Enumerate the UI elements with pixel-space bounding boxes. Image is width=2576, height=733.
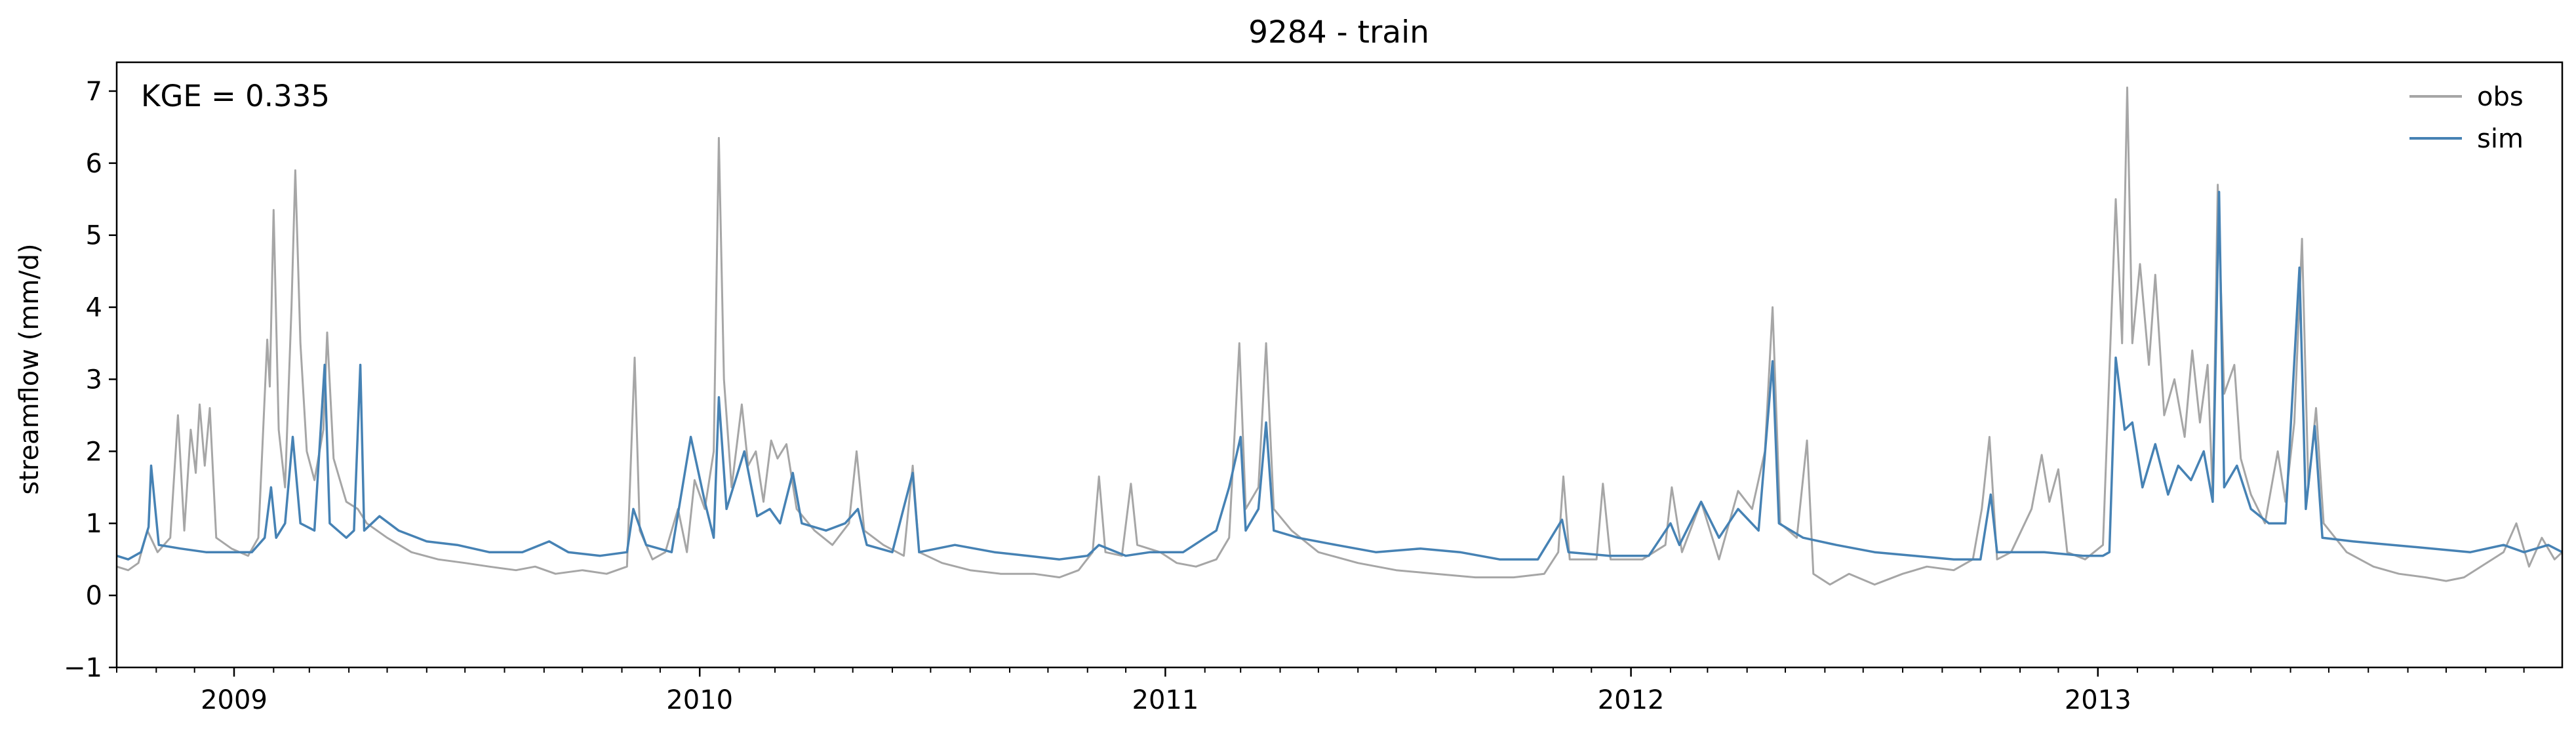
x-tick-label: 2013 [2065, 685, 2131, 715]
y-tick-label: 3 [86, 365, 102, 395]
y-axis-label: streamflow (mm/d) [14, 243, 45, 494]
legend-sim-label: sim [2477, 124, 2524, 154]
x-tick-label: 2009 [201, 685, 268, 715]
x-tick-label: 2011 [1132, 685, 1199, 715]
y-tick-label: 4 [86, 293, 102, 323]
x-axis-ticks: 2009 2010 2011 2012 2013 [116, 667, 2525, 715]
kge-annotation: KGE = 0.335 [141, 79, 330, 113]
series-line-sim [116, 191, 2563, 561]
series-layer [116, 87, 2564, 586]
y-axis-ticks: −1 0 1 2 3 4 5 6 7 [64, 77, 117, 683]
x-tick-label: 2012 [1598, 685, 1665, 715]
axes-frame [115, 61, 2564, 669]
legend-obs-label: obs [2477, 82, 2524, 112]
y-tick-label: −1 [64, 653, 102, 683]
plot-area [116, 87, 2564, 586]
y-tick-label: 1 [86, 509, 102, 539]
y-tick-label: 7 [86, 77, 102, 107]
series-line-obs [116, 87, 2564, 586]
y-tick-label: 6 [86, 149, 102, 179]
y-tick-label: 5 [86, 221, 102, 251]
y-tick-label: 2 [86, 437, 102, 467]
legend: obs sim [2409, 82, 2524, 154]
y-tick-label: 0 [86, 581, 102, 611]
x-tick-label: 2010 [666, 685, 733, 715]
chart-title: 9284 - train [1248, 14, 1429, 50]
